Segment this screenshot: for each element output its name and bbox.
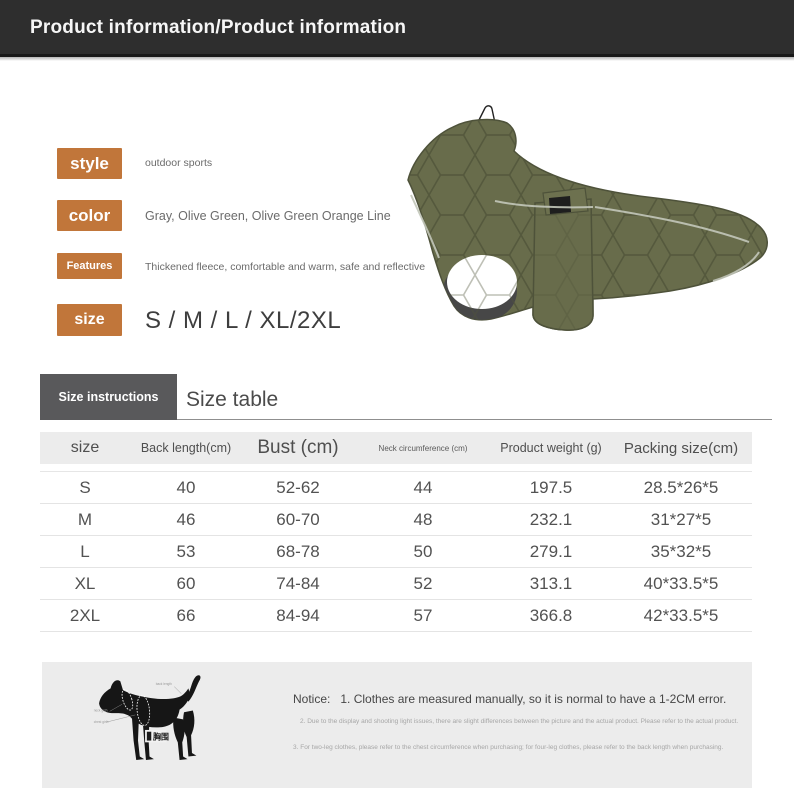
column-header: Product weight (g): [500, 441, 602, 455]
table-cell: XL: [74, 573, 96, 593]
chest-girth-label: chest girth: [94, 720, 109, 724]
chest-badge-text: 胸围: [153, 732, 169, 742]
style-value: outdoor sports: [145, 157, 213, 169]
column-header: Bust (cm): [257, 437, 339, 458]
table-cell: 68-78: [276, 541, 320, 561]
back-length-label: back length: [156, 682, 172, 686]
size-table-body: S 40 52-62 44 197.5 28.5*26*5 M 46 60-70 48 232.1 3…: [40, 471, 752, 632]
table-cell: 50: [413, 541, 433, 561]
table-cell: 52-62: [276, 477, 320, 497]
table-cell: 60: [176, 573, 196, 593]
table-cell: 313.1: [529, 573, 573, 593]
size-table-heading: Size table: [186, 388, 279, 411]
table-cell: 52: [413, 573, 433, 593]
header-bar: [0, 0, 794, 54]
table-cell: 44: [413, 477, 433, 497]
annotation-pointers: [106, 686, 182, 723]
size-value: S / M / L / XL/2XL: [145, 307, 342, 334]
table-cell: 74-84: [276, 573, 320, 593]
measurement-lines: [121, 689, 151, 726]
table-cell: 53: [176, 541, 196, 561]
table-row: L 53 68-78 50 279.1 35*32*5: [40, 536, 752, 568]
strap-quilt: [408, 119, 768, 331]
page-title: Product information/Product information: [30, 17, 407, 38]
table-row: S 40 52-62 44 197.5 28.5*26*5: [40, 472, 752, 504]
features-value: Thickened fleece, comfortable and warm, …: [145, 261, 426, 273]
color-value: Gray, Olive Green, Olive Green Orange Li…: [145, 209, 391, 223]
table-cell: 40: [176, 477, 196, 497]
table-cell: 46: [176, 509, 196, 529]
size-label-badge: size: [57, 304, 122, 336]
notice-panel: neck girth chest girth back length 胸围 No…: [42, 662, 752, 788]
table-cell: M: [77, 509, 93, 529]
table-cell: 197.5: [529, 477, 573, 497]
table-cell: 35*32*5: [650, 541, 712, 561]
table-cell: 60-70: [276, 509, 320, 529]
dog-measurement-diagram: neck girth chest girth back length 胸围: [92, 667, 207, 769]
column-header: Neck circumference (cm): [378, 443, 468, 453]
notice-line-2: 2. Due to the display and shooting light…: [300, 718, 739, 725]
table-row: 2XL 66 84-94 57 366.8 42*33.5*5: [40, 600, 752, 632]
table-cell: 31*27*5: [650, 509, 712, 529]
tab-size-instructions[interactable]: Size instructions: [40, 374, 177, 420]
table-cell: 28.5*26*5: [643, 477, 719, 497]
column-header: Packing size(cm): [623, 439, 739, 457]
product-image-dog-jacket: [383, 95, 783, 350]
table-cell: L: [80, 541, 90, 561]
heading-rule: [177, 419, 772, 420]
table-cell: 57: [413, 605, 433, 625]
notice-text-1: 1. Clothes are measured manually, so it …: [340, 692, 727, 706]
notice-label: Notice:: [293, 692, 331, 706]
size-table: size Back length(cm) Bust (cm) Neck circumf…: [40, 432, 752, 632]
table-cell: 40*33.5*5: [643, 573, 719, 593]
table-cell: 42*33.5*5: [643, 605, 719, 625]
features-label-badge: Features: [57, 253, 122, 279]
table-cell: 84-94: [276, 605, 320, 625]
notice-line-3: 3. For two-leg clothes, please refer to …: [293, 744, 724, 751]
table-cell: 232.1: [529, 509, 573, 529]
header-divider: [0, 54, 794, 57]
color-label-badge: color: [57, 200, 122, 231]
reflective-piping: [410, 194, 760, 282]
size-table-header: size Back length(cm) Bust (cm) Neck circumf…: [40, 432, 752, 464]
style-label-badge: style: [57, 148, 122, 179]
table-row: M 46 60-70 48 232.1 31*27*5: [40, 504, 752, 536]
qr-mark: [146, 731, 152, 741]
column-header: size: [70, 439, 100, 456]
table-cell: 66: [176, 605, 196, 625]
hanger-loop: [475, 105, 496, 127]
header-shadow: [0, 57, 794, 61]
column-header: Back length(cm): [140, 441, 232, 455]
neck-girth-label: neck girth: [94, 708, 108, 712]
table-cell: 2XL: [69, 605, 101, 625]
table-cell: 48: [413, 509, 433, 529]
table-cell: S: [79, 477, 91, 497]
notice-line-1: Notice: 1. Clothes are measured manually,…: [293, 692, 726, 706]
table-cell: 366.8: [529, 605, 573, 625]
table-row: XL 60 74-84 52 313.1 40*33.5*5: [40, 568, 752, 600]
table-cell: 279.1: [529, 541, 573, 561]
velcro-patch: [549, 196, 571, 214]
